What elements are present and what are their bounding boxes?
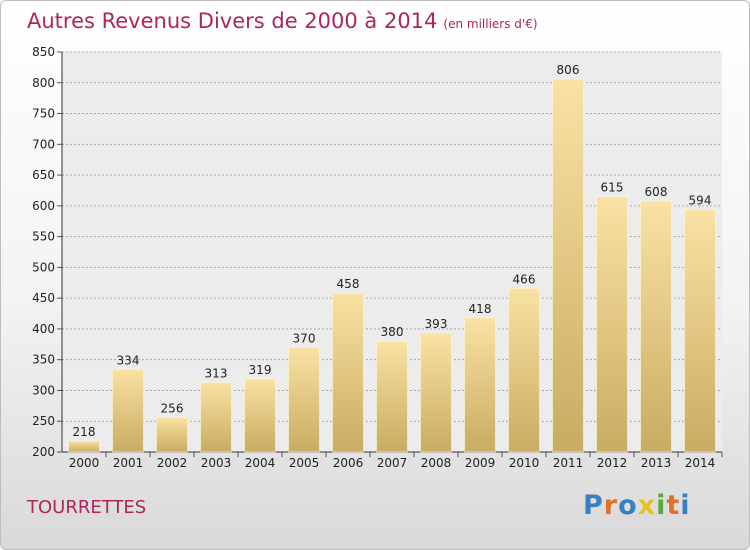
bar-value-label: 218	[73, 425, 96, 439]
y-tick-label: 600	[32, 199, 55, 213]
x-tick-label: 2009	[465, 456, 496, 470]
bar-value-label: 458	[337, 277, 360, 291]
y-tick-label: 800	[32, 76, 55, 90]
y-tick-label: 850	[32, 45, 55, 59]
bar	[421, 333, 452, 452]
x-tick-label: 2007	[377, 456, 408, 470]
y-tick-label: 750	[32, 107, 55, 121]
y-tick-label: 500	[32, 260, 55, 274]
x-tick-label: 2010	[509, 456, 540, 470]
x-tick-label: 2002	[157, 456, 188, 470]
x-tick-label: 2001	[113, 456, 144, 470]
x-tick-label: 2014	[685, 456, 716, 470]
logo-letter: o	[618, 490, 638, 521]
bar	[685, 210, 716, 452]
logo-letter: x	[638, 490, 656, 521]
x-tick-label: 2004	[245, 456, 276, 470]
y-tick-label: 350	[32, 353, 55, 367]
bar-value-label: 256	[161, 402, 184, 416]
bar-value-label: 393	[425, 317, 448, 331]
chart-frame: Autres Revenus Divers de 2000 à 2014 (en …	[0, 0, 750, 550]
y-tick-label: 300	[32, 383, 55, 397]
bar	[553, 79, 584, 452]
bar	[465, 318, 496, 452]
y-tick-label: 450	[32, 291, 55, 305]
x-tick-label: 2013	[641, 456, 672, 470]
logo-letter: P	[583, 490, 604, 521]
bar	[641, 201, 672, 452]
bar	[201, 382, 232, 452]
logo-letter: t	[666, 490, 680, 521]
bar	[69, 441, 100, 452]
bar-chart: 200 250 300 350 400 450 500 550 600 650 700 750 800 8…	[1, 1, 750, 550]
x-tick-label: 2012	[597, 456, 628, 470]
bar	[245, 379, 276, 452]
bar-value-label: 370	[293, 331, 316, 345]
x-tick-label: 2005	[289, 456, 320, 470]
y-tick-label: 700	[32, 137, 55, 151]
y-tick-label: 250	[32, 414, 55, 428]
commune-name: TOURRETTES	[27, 497, 146, 518]
logo-letter: r	[604, 490, 618, 521]
bar-value-label: 334	[117, 354, 140, 368]
bar	[113, 370, 144, 452]
x-tick-label: 2006	[333, 456, 364, 470]
logo-letter: i	[680, 490, 690, 521]
y-tick-label: 650	[32, 168, 55, 182]
bar	[157, 418, 188, 452]
x-tick-label: 2008	[421, 456, 452, 470]
bar-value-label: 319	[249, 363, 272, 377]
bar-value-label: 313	[205, 366, 228, 380]
x-tick-label: 2003	[201, 456, 232, 470]
x-tick-label: 2011	[553, 456, 584, 470]
bar-value-label: 418	[469, 302, 492, 316]
bar-value-label: 380	[381, 325, 404, 339]
proxiti-logo: Proxiti	[583, 490, 691, 521]
x-tick-label: 2000	[69, 456, 100, 470]
bar	[377, 341, 408, 452]
bar	[509, 288, 540, 452]
bar-value-label: 466	[513, 272, 536, 286]
bar	[597, 197, 628, 452]
logo-letter: i	[656, 490, 666, 521]
bar-value-label: 806	[557, 63, 580, 77]
y-tick-label: 200	[32, 445, 55, 459]
bar-value-label: 594	[689, 194, 712, 208]
bar	[289, 347, 320, 452]
y-tick-label: 400	[32, 322, 55, 336]
bar	[333, 293, 364, 452]
y-tick-label: 550	[32, 230, 55, 244]
bar-value-label: 615	[601, 181, 624, 195]
bar-value-label: 608	[645, 185, 668, 199]
